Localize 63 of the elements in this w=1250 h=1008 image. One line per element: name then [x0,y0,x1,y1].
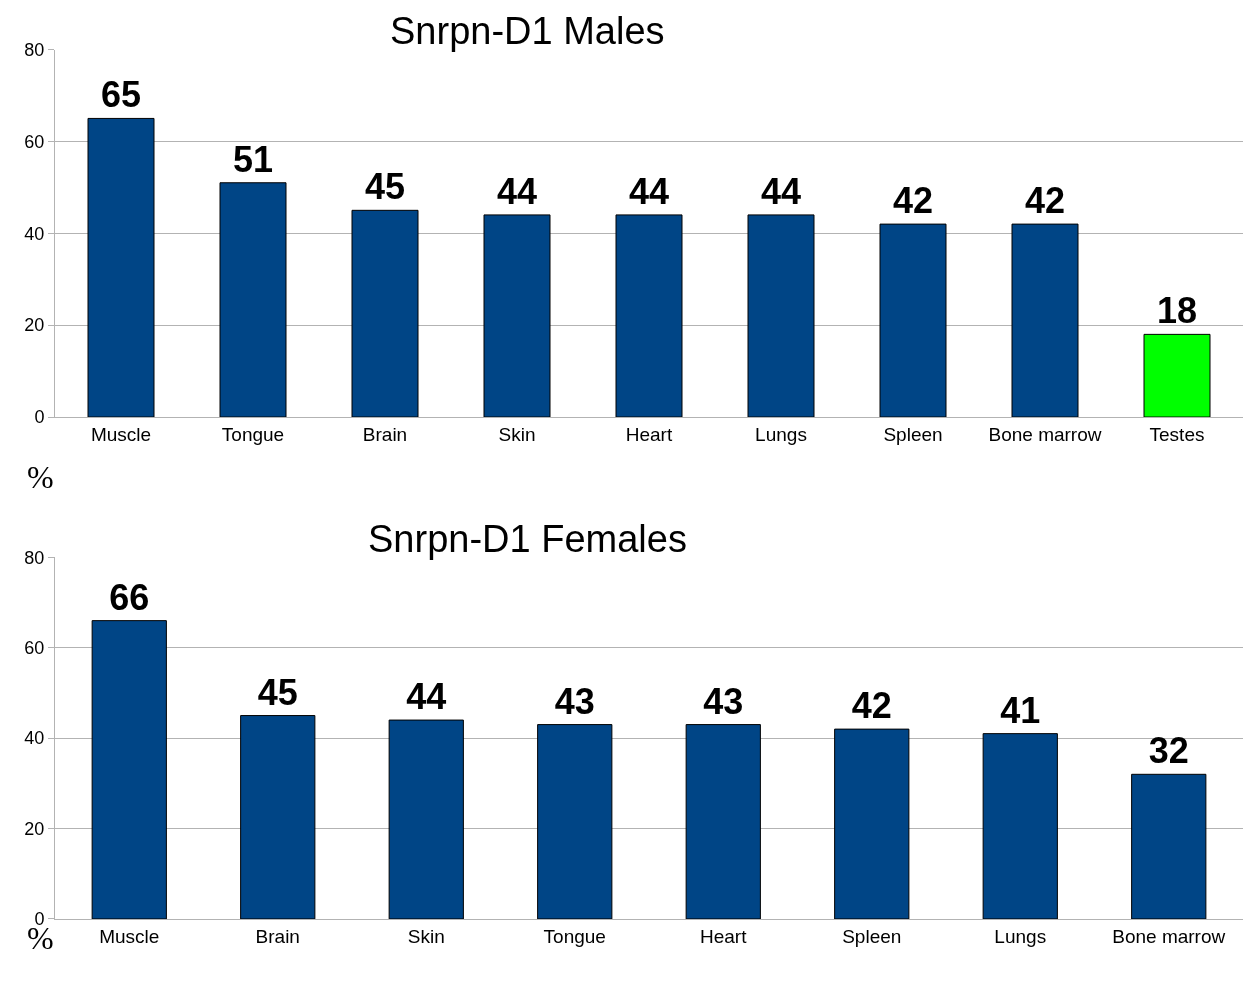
bar [388,719,464,919]
bar [483,214,551,418]
x-tick-label: Muscle [99,925,160,947]
bar [1143,333,1211,418]
bar [685,724,761,919]
y-tick-label: 60 [24,638,45,659]
data-label: 42 [892,180,934,222]
data-label: 44 [406,676,447,718]
data-label: 45 [257,671,298,713]
data-label: 44 [628,170,670,212]
data-label: 43 [703,680,744,722]
data-label: 44 [496,170,538,212]
y-tick-label: 80 [24,39,45,60]
bar [834,728,910,919]
chart-title: Snrpn-D1 Females [368,518,687,560]
data-label: 41 [1000,689,1041,731]
bar [747,214,815,418]
x-tick-label: Heart [700,925,748,947]
x-tick-label: Brain [255,925,300,947]
x-tick-label: Muscle [90,423,152,445]
x-tick-label: Skin [407,925,445,947]
y-tick-label: 40 [24,728,45,749]
data-label: 51 [232,138,274,180]
data-label: 43 [554,680,595,722]
data-label: 42 [1024,180,1066,222]
y-tick-label: 0 [34,407,45,428]
x-tick-label: Skin [498,423,536,445]
x-tick-label: Lungs [755,423,807,445]
data-label: 18 [1156,290,1198,332]
x-tick-label: Spleen [842,925,902,947]
x-tick-label: Tongue [543,925,606,947]
x-tick-label: Spleen [883,423,943,445]
data-label: 42 [851,685,892,727]
bar [91,620,167,919]
x-tick-label: Lungs [994,925,1047,947]
bar [615,214,683,418]
y-tick-label: 80 [24,547,45,568]
bar [219,182,287,418]
data-label: 45 [364,166,406,208]
data-label: 32 [1148,730,1189,772]
x-tick-label: Bone marrow [988,423,1102,445]
x-tick-label: Testes [1149,423,1205,445]
y-tick-label: 60 [24,131,45,152]
y-tick-label: 20 [24,818,45,839]
bar [537,724,613,919]
bar [87,117,155,418]
x-tick-label: Tongue [221,423,285,445]
data-label: 44 [760,170,802,212]
x-tick-label: Heart [625,423,673,445]
bar [240,715,316,919]
data-label: 65 [100,74,142,116]
x-tick-label: Bone marrow [1112,925,1226,947]
bar [982,733,1058,919]
chart-title: Snrpn-D1 Males [390,10,665,52]
x-tick-label: Brain [362,423,408,445]
bar [1131,773,1207,919]
y-tick-label: 40 [24,223,45,244]
y-tick-label: 20 [24,315,45,336]
bar [879,223,947,418]
y-axis-title: % [27,459,54,495]
data-label: 66 [109,576,150,618]
bar [351,209,419,418]
bar [1011,223,1079,418]
